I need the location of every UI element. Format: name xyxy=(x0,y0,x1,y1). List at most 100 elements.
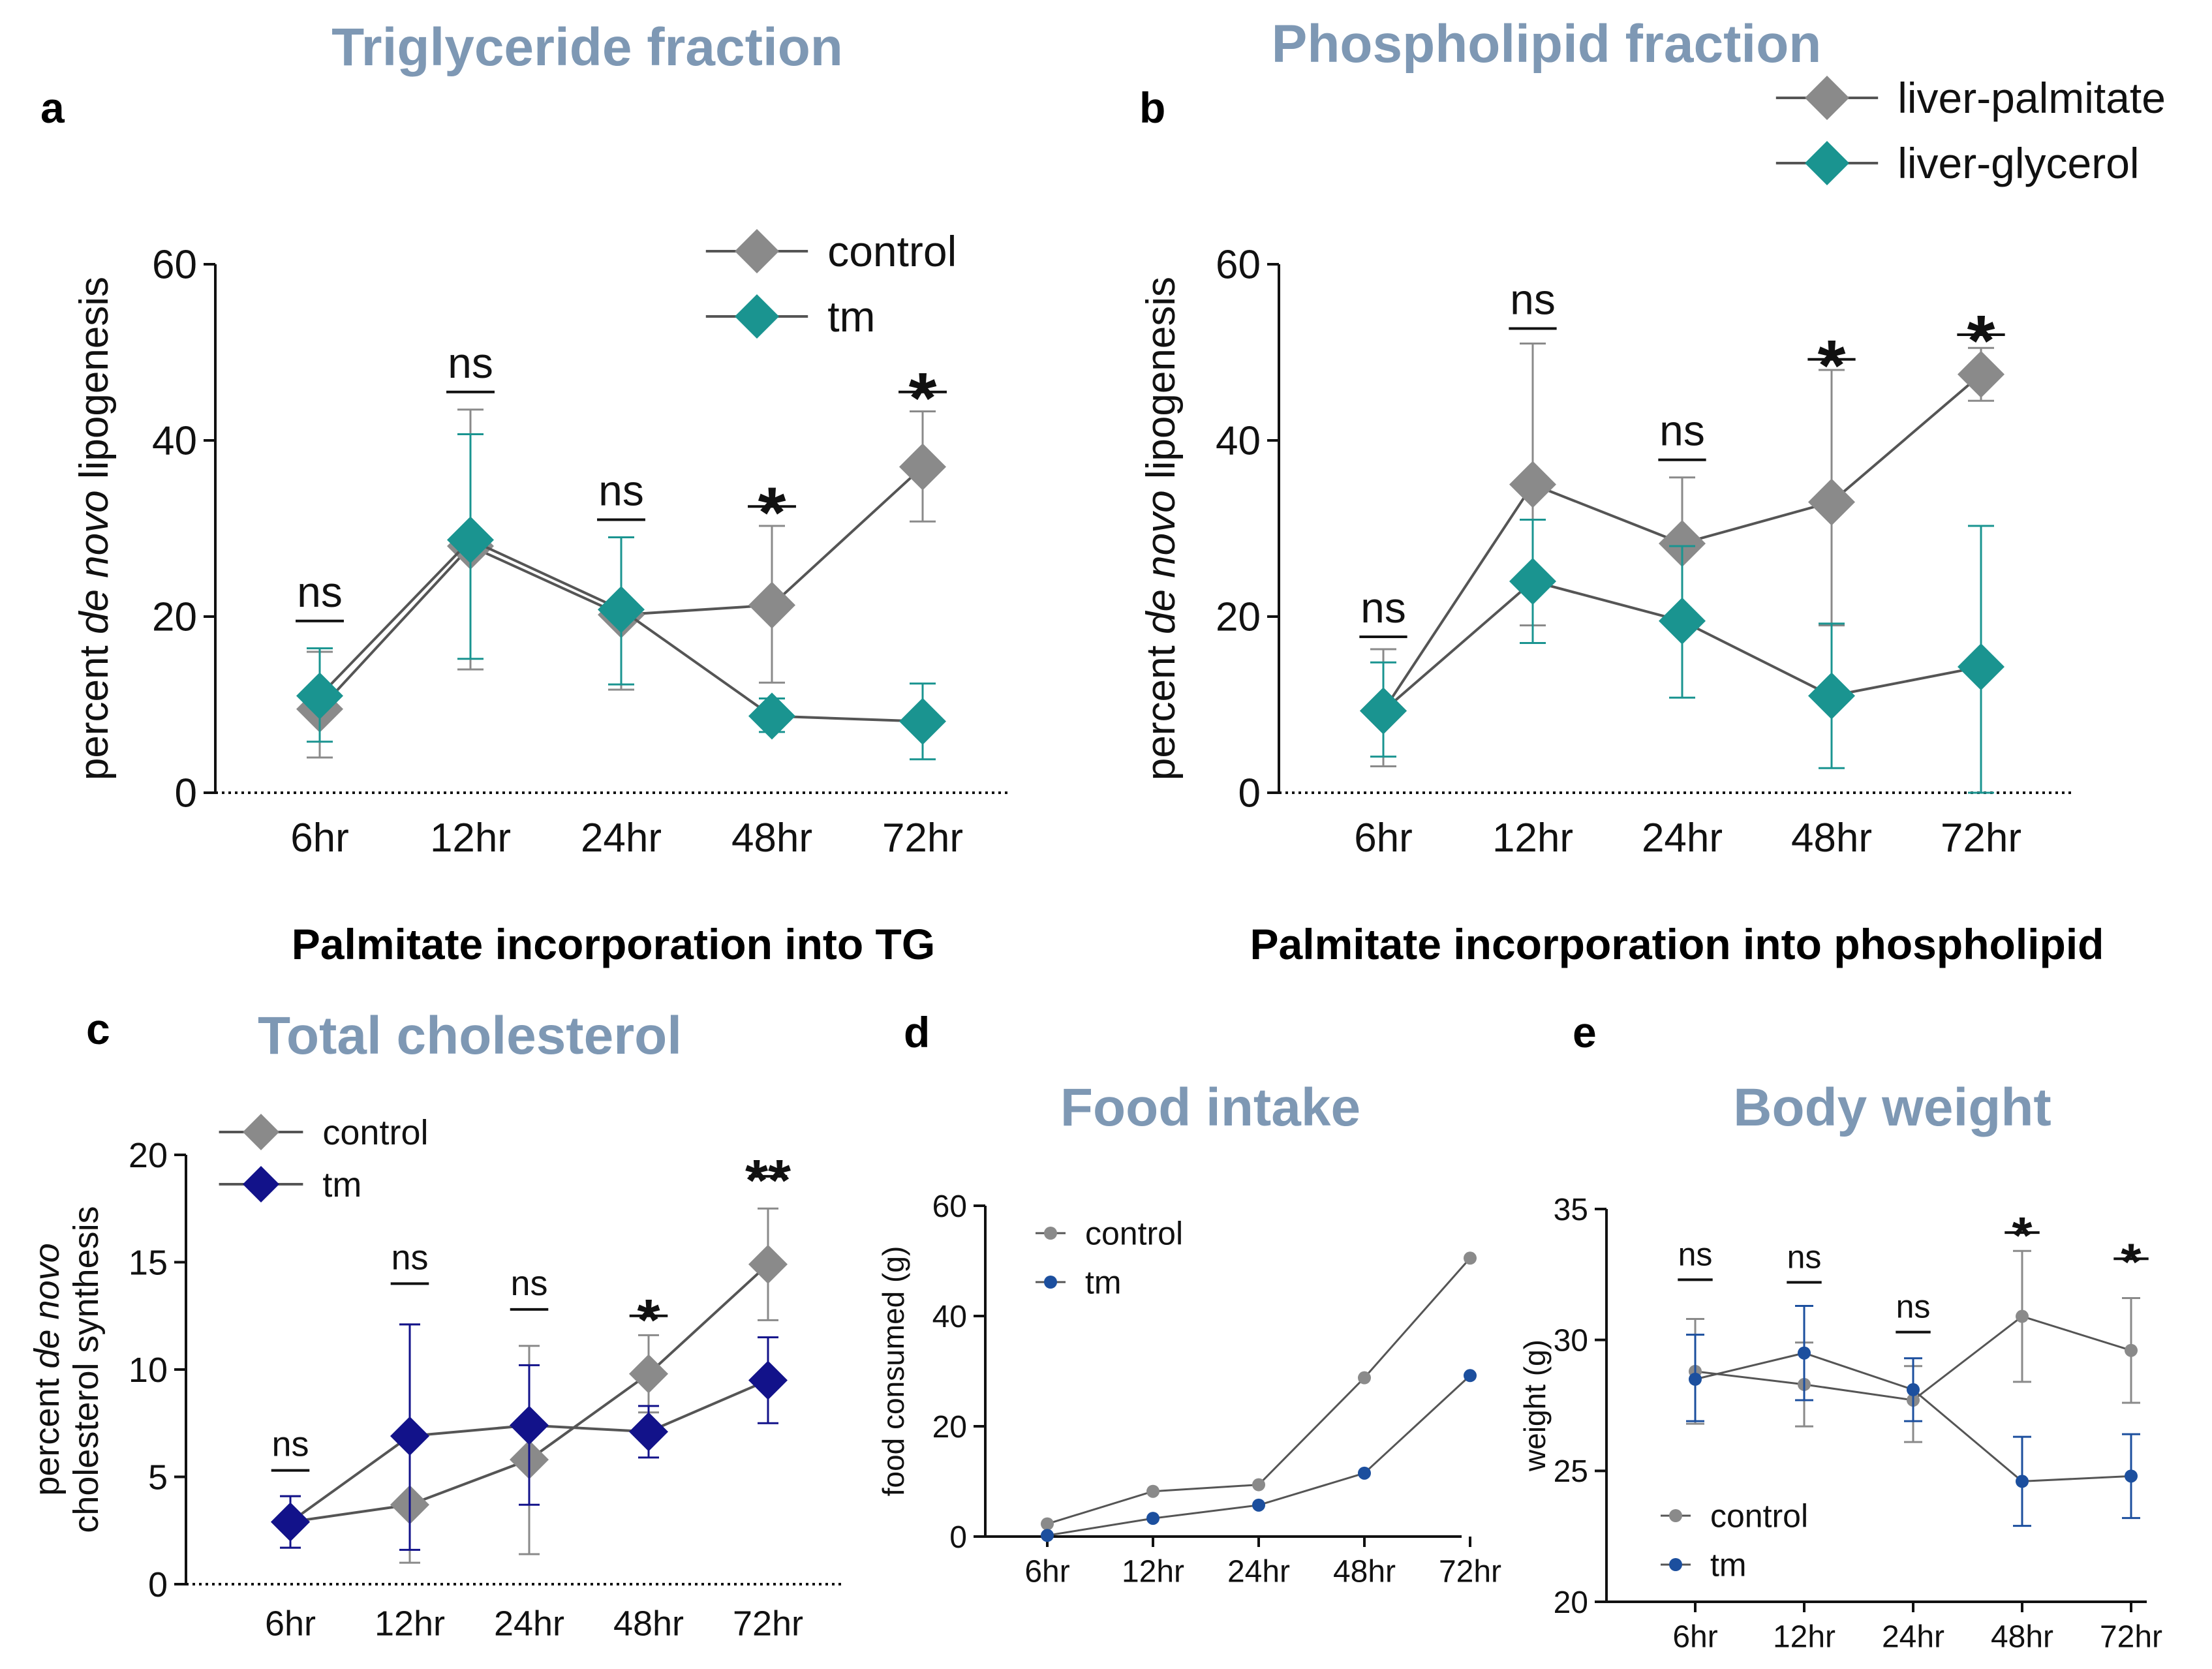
data-point xyxy=(1958,350,2005,398)
data-point xyxy=(1509,558,1556,605)
y-tick-label: 35 xyxy=(1554,1193,1588,1227)
y-tick-label: 20 xyxy=(152,595,197,640)
data-point xyxy=(1659,519,1706,567)
x-tick-label: 72hr xyxy=(733,1604,803,1643)
legend-marker xyxy=(1044,1276,1057,1289)
legend-entry: tm xyxy=(322,1165,361,1204)
x-tick-label: 72hr xyxy=(2100,1620,2162,1655)
data-point xyxy=(271,1502,310,1542)
chart-panel-d: Food intake d 0 20 40 60 6hr 12hr 24hr 48hr 72hr fo… xyxy=(876,1008,1501,1589)
y-axis-label-part: percent xyxy=(72,634,117,780)
panel-label: c xyxy=(86,1005,110,1053)
y-axis-label-part: percent xyxy=(27,1369,67,1496)
significance-label: ns xyxy=(271,1425,309,1464)
data-point xyxy=(296,672,343,720)
data-point xyxy=(1358,1371,1371,1385)
x-tick-label: 12hr xyxy=(1773,1620,1836,1655)
y-tick-label: 25 xyxy=(1554,1454,1588,1489)
significance-label: ns xyxy=(598,467,644,515)
y-axis-label: percent de novo xyxy=(27,1243,67,1495)
y-axis-label: percent de novo lipogenesis xyxy=(72,277,117,780)
data-point xyxy=(748,692,795,740)
y-axis-label-part: lipogenesis xyxy=(72,277,117,490)
legend-entry: tm xyxy=(827,292,875,341)
y-tick-label: 10 xyxy=(129,1351,168,1390)
x-tick-label: 48hr xyxy=(1333,1555,1396,1589)
data-point xyxy=(1907,1383,1920,1396)
x-tick-label: 12hr xyxy=(375,1604,445,1643)
significance-label: ns xyxy=(1678,1236,1713,1272)
data-point xyxy=(1146,1512,1160,1525)
data-point xyxy=(1146,1484,1160,1498)
chart-panel-a: Triglyceride fraction a 0 20 40 60 6hr 12hr 24hr… xyxy=(40,18,1011,968)
chart-title: Total cholesterol xyxy=(258,1006,682,1065)
data-point xyxy=(629,1412,668,1452)
x-tick-label: 6hr xyxy=(1024,1555,1069,1589)
chart-title: Triglyceride fraction xyxy=(331,18,843,77)
legend-entry: control xyxy=(1085,1216,1183,1252)
y-tick-label: 40 xyxy=(1216,419,1261,464)
data-point xyxy=(2125,1343,2138,1357)
y-tick-label: 60 xyxy=(152,243,197,288)
series-0 xyxy=(1041,1251,1477,1531)
chart-title: Phospholipid fraction xyxy=(1272,14,1822,74)
data-point xyxy=(1252,1478,1265,1492)
legend: control tm xyxy=(1036,1216,1183,1301)
y-tick-label: 60 xyxy=(932,1189,967,1224)
x-tick-label: 6hr xyxy=(290,816,349,861)
x-tick-label: 24hr xyxy=(581,816,662,861)
y-tick-label: 0 xyxy=(148,1565,168,1604)
data-point xyxy=(629,1354,668,1394)
legend-marker xyxy=(735,294,779,339)
data-point xyxy=(748,581,795,629)
significance-label: ns xyxy=(510,1264,547,1303)
data-point xyxy=(899,697,946,745)
significance-label: ns xyxy=(297,568,343,616)
x-tick-label: 24hr xyxy=(1227,1555,1290,1589)
legend-entry: control xyxy=(322,1113,428,1152)
series-1 xyxy=(1686,1304,2140,1527)
legend-marker xyxy=(1805,141,1849,185)
chart-title: Food intake xyxy=(1060,1078,1360,1137)
data-point xyxy=(1689,1372,1702,1386)
y-tick-label: 0 xyxy=(175,771,197,816)
y-tick-label: 60 xyxy=(1216,243,1261,288)
significance-label: ns xyxy=(1896,1289,1931,1325)
y-tick-label: 20 xyxy=(129,1136,168,1175)
x-tick-label: 12hr xyxy=(1492,816,1573,861)
y-axis-label-part: percent xyxy=(1139,634,1184,780)
y-tick-label: 20 xyxy=(1554,1585,1588,1620)
significance-label: ns xyxy=(1510,275,1556,324)
legend-entry: tm xyxy=(1710,1547,1747,1584)
legend-marker xyxy=(1044,1227,1057,1240)
series-1 xyxy=(296,433,946,761)
x-tick-label: 12hr xyxy=(430,816,511,861)
data-point xyxy=(1509,461,1556,508)
y-tick-label: 20 xyxy=(1216,595,1261,640)
y-tick-label: 40 xyxy=(932,1300,967,1334)
y-tick-label: 30 xyxy=(1554,1323,1588,1358)
series-1 xyxy=(1360,519,2005,794)
data-point xyxy=(447,516,494,564)
legend-marker xyxy=(1669,1558,1682,1571)
data-point xyxy=(1798,1346,1811,1360)
data-point xyxy=(598,586,645,634)
y-tick-label: 5 xyxy=(148,1458,168,1497)
series-1 xyxy=(271,1323,788,1551)
legend-entry: control xyxy=(827,227,957,275)
y-tick-label: 0 xyxy=(1238,771,1261,816)
data-point xyxy=(2016,1475,2029,1488)
significance-label: ns xyxy=(1787,1238,1822,1275)
legend-entry: control xyxy=(1710,1498,1808,1535)
x-tick-label: 24hr xyxy=(494,1604,564,1643)
significance-label: ns xyxy=(1360,583,1406,632)
chart-panel-c: Total cholesterol c 0 5 10 15 20 6hr 12hr 24hr 48h… xyxy=(27,1005,845,1643)
panel-label: a xyxy=(40,84,65,132)
data-point xyxy=(1360,687,1407,735)
legend-marker xyxy=(735,229,779,273)
x-tick-label: 72hr xyxy=(882,816,963,861)
legend: control tm xyxy=(705,227,957,341)
data-point xyxy=(1252,1498,1265,1512)
panel-label: b xyxy=(1139,84,1165,132)
legend-marker xyxy=(243,1114,279,1150)
